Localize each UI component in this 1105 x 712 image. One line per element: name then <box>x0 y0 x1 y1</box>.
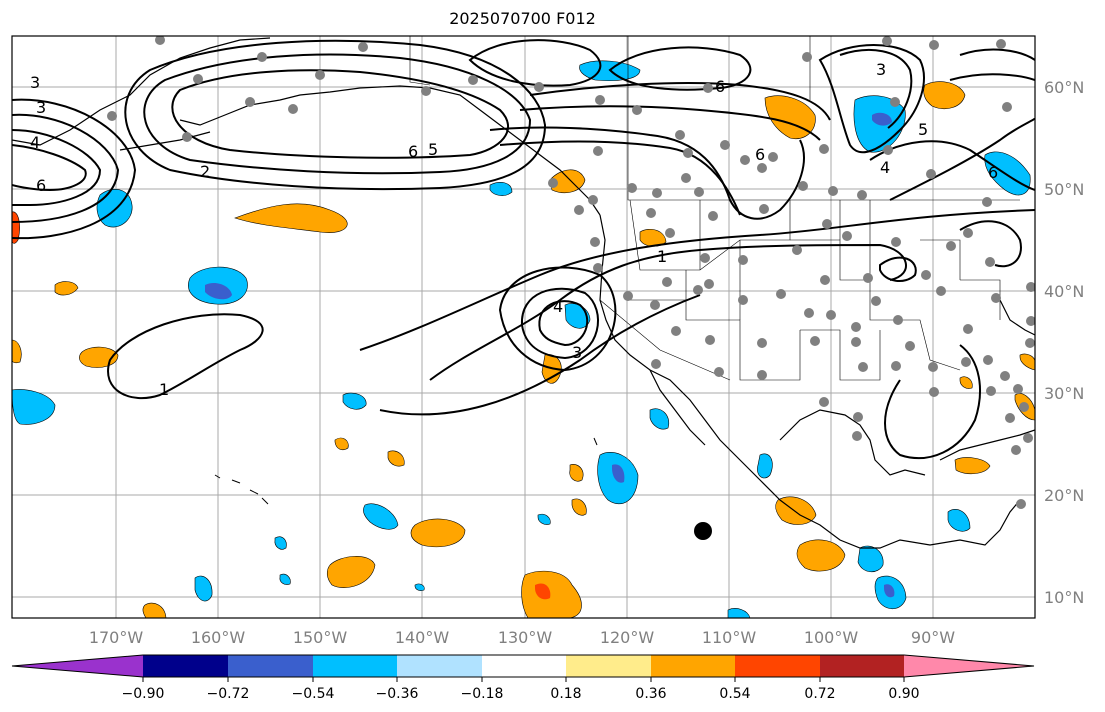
colorbar-tick-label: −0.54 <box>292 686 335 702</box>
state-borders <box>409 36 1020 381</box>
position-marker <box>694 522 712 540</box>
coastlines <box>12 37 1035 549</box>
contour-label: 6 <box>988 163 998 182</box>
colorbar-tick-label: 0.18 <box>550 686 581 702</box>
colorbar-bin <box>820 655 904 677</box>
colorbar-tick-label: −0.18 <box>461 686 504 702</box>
colorbar-tick-label: −0.72 <box>207 686 250 702</box>
colorbar-tick-label: 0.54 <box>719 686 750 702</box>
contour-label: 6 <box>755 145 765 164</box>
lat-label: 50°N <box>1044 180 1084 199</box>
contour-labels: 1 1 2 3 3 3 3 4 4 4 5 5 6 6 6 6 6 <box>30 60 998 399</box>
shaded-anomalies <box>12 60 1035 618</box>
map-title: 2025070700 F012 <box>449 9 596 28</box>
contour-label: 4 <box>880 158 890 177</box>
lat-label: 30°N <box>1044 384 1084 403</box>
contour-label: 1 <box>159 380 169 399</box>
colorbar-bin <box>566 655 651 677</box>
colorbar-bin <box>651 655 735 677</box>
contour-label: 2 <box>200 162 210 181</box>
map-frame <box>11 35 1036 619</box>
lon-label: 160°W <box>191 628 246 647</box>
graticule <box>12 36 1035 618</box>
lon-label: 150°W <box>293 628 348 647</box>
colorbar-tick-label: −0.36 <box>376 686 419 702</box>
longitude-labels: 170°W 160°W 150°W 140°W 130°W 120°W 110°… <box>89 628 955 647</box>
lat-label: 40°N <box>1044 282 1084 301</box>
lat-label: 20°N <box>1044 486 1084 505</box>
lon-label: 90°W <box>911 628 955 647</box>
colorbar-bin <box>228 655 313 677</box>
lon-label: 140°W <box>395 628 450 647</box>
colorbar-bin <box>904 655 1034 677</box>
colorbar-bin <box>735 655 820 677</box>
colorbar-bin <box>482 655 566 677</box>
lon-label: 130°W <box>498 628 553 647</box>
colorbar-tick-label: −0.90 <box>122 686 165 702</box>
colorbar-tick-label: 0.36 <box>635 686 666 702</box>
islands <box>214 437 598 505</box>
station-markers <box>107 36 1035 509</box>
contour-label: 1 <box>657 247 667 266</box>
lon-label: 110°W <box>702 628 757 647</box>
colorbar-bin <box>313 655 397 677</box>
contour-label: 3 <box>30 73 40 92</box>
contour-label: 3 <box>36 98 46 117</box>
colorbar: −0.90 −0.72 −0.54 −0.36 −0.18 0.18 0.36 … <box>11 654 1035 702</box>
colorbar-tick-label: 0.90 <box>888 686 919 702</box>
contour-label: 6 <box>408 142 418 161</box>
colorbar-tick-label: 0.72 <box>804 686 835 702</box>
colorbar-bin <box>143 655 228 677</box>
contour-label: 5 <box>428 140 438 159</box>
contour-label: 4 <box>553 297 563 316</box>
contour-label: 6 <box>715 77 725 96</box>
lat-label: 60°N <box>1044 78 1084 97</box>
colorbar-bin <box>397 655 482 677</box>
lat-label: 10°N <box>1044 588 1084 607</box>
contour-label: 4 <box>30 133 40 152</box>
contour-label: 3 <box>876 60 886 79</box>
colorbar-bin <box>12 655 143 677</box>
latitude-labels: 60°N 50°N 40°N 30°N 20°N 10°N <box>1044 78 1084 607</box>
lon-label: 170°W <box>89 628 144 647</box>
contours <box>12 39 1035 460</box>
lon-label: 120°W <box>600 628 655 647</box>
contour-label: 5 <box>918 120 928 139</box>
lon-label: 100°W <box>804 628 859 647</box>
contour-label: 3 <box>572 343 582 362</box>
contour-label: 6 <box>36 176 46 195</box>
